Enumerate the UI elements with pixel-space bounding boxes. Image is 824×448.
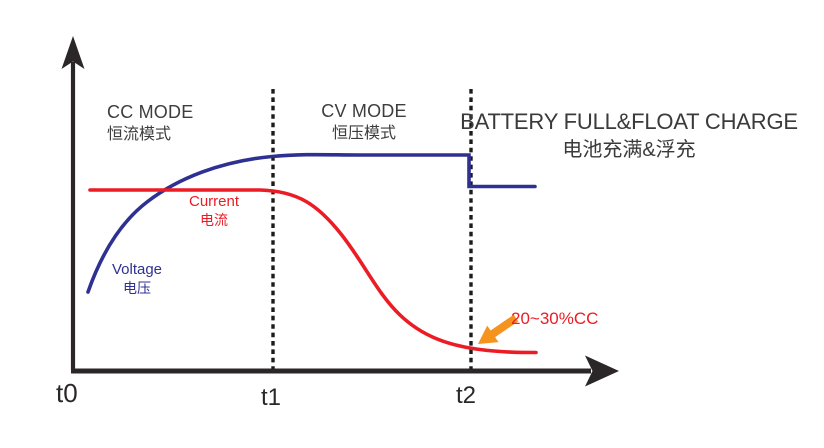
voltage-curve <box>86 152 537 294</box>
current-curve <box>88 188 538 355</box>
voltage-label-en: Voltage <box>111 261 163 278</box>
voltage-label-zh: 电压 <box>122 279 151 296</box>
voltage-series-label: Voltage 电压 <box>111 261 163 296</box>
cc-tail-arrow-icon <box>478 314 519 344</box>
current-label-zh: 电流 <box>200 211 228 228</box>
y-axis-arrow-icon <box>61 36 85 69</box>
current-label-en: Current <box>188 193 240 210</box>
x-tick-t2: t2 <box>455 382 477 409</box>
battery-full-subtitle: 电池充满&浮充 <box>562 139 696 162</box>
cc-mode-heading: CC MODE 恒流模式 <box>107 102 193 144</box>
cv-mode-subtitle: 恒压模式 <box>331 124 396 142</box>
battery-full-heading: BATTERY FULL&FLOAT CHARGE 电池充满&浮充 <box>460 109 798 162</box>
cc-mode-title: CC MODE <box>107 102 194 122</box>
x-tick-t1: t1 <box>260 384 282 411</box>
current-series-label: Current 电流 <box>188 193 240 228</box>
x-axis-arrow-icon <box>585 355 619 387</box>
battery-full-title: BATTERY FULL&FLOAT CHARGE <box>460 109 798 134</box>
x-tick-t0: t0 <box>56 378 78 408</box>
cv-mode-title: CV MODE <box>321 101 407 121</box>
cv-mode-heading: CV MODE 恒压模式 <box>321 101 406 143</box>
cc-mode-subtitle: 恒流模式 <box>107 125 172 143</box>
cc-tail-annotation: 20~30%CC <box>511 309 599 328</box>
